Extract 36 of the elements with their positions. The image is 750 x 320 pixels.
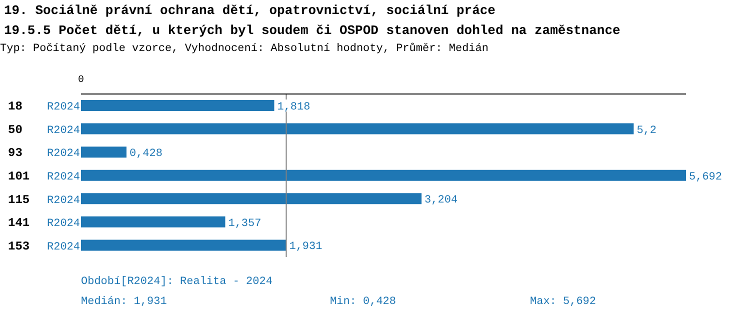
series-label: R2024: [47, 102, 80, 114]
y-tick-label: 50: [8, 122, 22, 137]
text: R2024: [47, 218, 80, 230]
data-label: 1,357: [228, 218, 262, 230]
y-tick-label: 18: [8, 100, 22, 114]
bar: [81, 193, 422, 204]
bar: [81, 170, 686, 181]
bar: [81, 216, 226, 228]
y-tick-label: 141: [8, 216, 30, 230]
text: R2024: [47, 148, 80, 160]
data-label: 1,931: [289, 241, 323, 254]
bar: [81, 240, 286, 251]
bar: [81, 146, 126, 158]
text: R2024: [47, 124, 80, 137]
text: R2024: [47, 172, 80, 184]
data-label: 5,692: [689, 171, 722, 184]
text: Max: 5,692: [530, 296, 596, 308]
bar: [81, 100, 274, 111]
text: Medián: 1,931: [81, 296, 167, 308]
text: Období[R2024]: Realita - 2024: [81, 276, 272, 288]
chart-title: 19. Sociálně právní ochrana dětí, opatrovnictví, sociální práce: [4, 3, 496, 18]
data-label: 3,204: [424, 194, 458, 207]
data-label: 0,428: [129, 148, 163, 160]
bar: [81, 123, 634, 134]
text: R2024: [47, 241, 80, 254]
chart-subtitle: 19.5.5 Počet dětí, u kterých byl soudem či OSPOD stanoven dohled na zaměstnance: [4, 23, 620, 38]
y-tick-label: 153: [8, 239, 30, 254]
text: 0: [78, 75, 84, 86]
data-label: 5,2: [636, 124, 657, 137]
y-tick-label: 115: [8, 192, 30, 207]
text: Min: 0,428: [330, 296, 396, 308]
y-tick-label: 93: [8, 146, 22, 160]
data-label: 1,818: [277, 102, 310, 114]
text: R2024: [47, 194, 80, 207]
text: Typ: Počítaný podle vzorce, Vyhodnocení: Absolutní hodnoty, Průměr: Medián: [0, 43, 488, 55]
y-tick-label: 101: [8, 170, 30, 184]
